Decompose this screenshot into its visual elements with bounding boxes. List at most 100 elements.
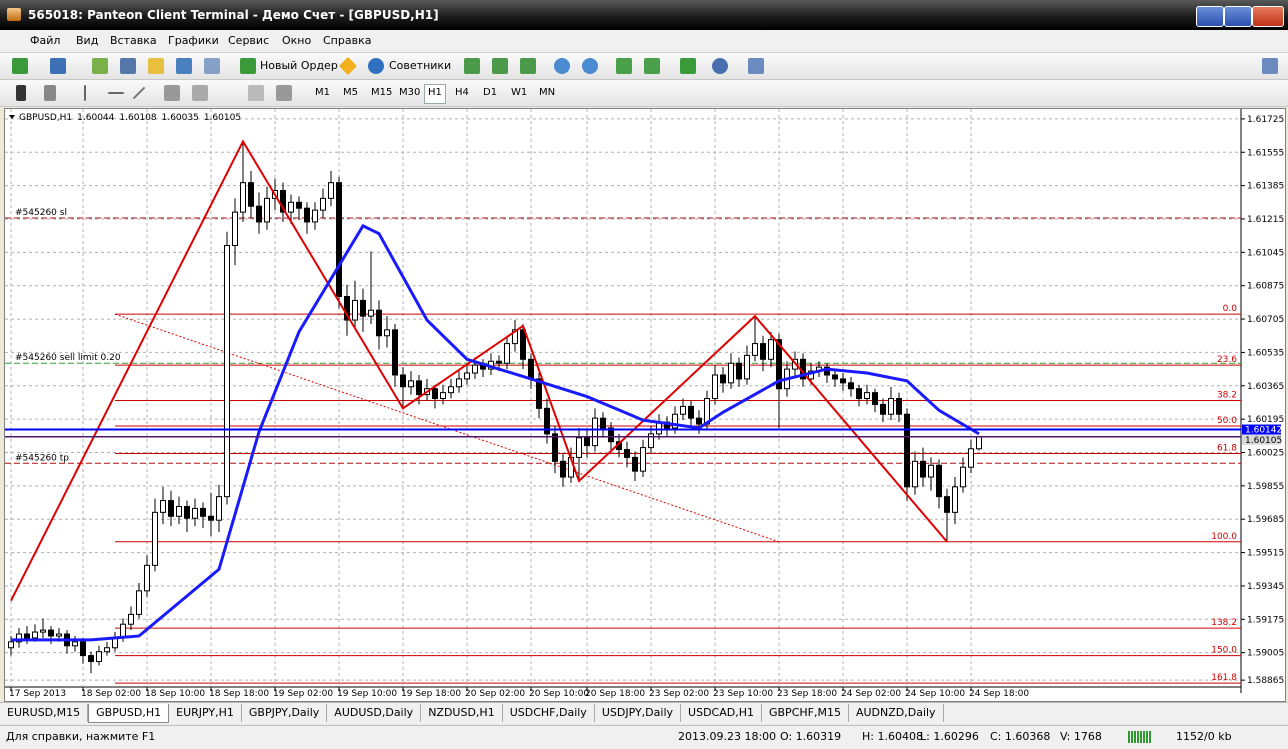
- candle-body: [928, 464, 934, 478]
- chart-tab[interactable]: AUDNZD,Daily: [849, 704, 944, 722]
- price-marker: [1242, 434, 1281, 445]
- menu-item[interactable]: Файл: [30, 34, 61, 47]
- timeframe-button[interactable]: H4: [455, 87, 469, 98]
- fibo-label: 150.0: [1211, 646, 1237, 656]
- chart-tab[interactable]: NZDUSD,H1: [421, 704, 503, 722]
- menu-item[interactable]: Сервис: [228, 34, 270, 47]
- chart-tab[interactable]: GBPCHF,M15: [762, 704, 849, 722]
- tool-icon[interactable]: [50, 58, 66, 74]
- tool-icon[interactable]: [276, 85, 292, 101]
- candle-body: [888, 398, 894, 415]
- maximize-button[interactable]: [1224, 6, 1252, 27]
- chart-tab[interactable]: EURUSD,M15: [0, 704, 89, 722]
- crosshair-tool[interactable]: [44, 85, 56, 101]
- menu-item[interactable]: Вид: [76, 34, 99, 47]
- chart-tab[interactable]: GBPUSD,H1: [88, 704, 170, 723]
- timeframe-button[interactable]: M1: [315, 87, 330, 98]
- chart-tab[interactable]: GBPJPY,Daily: [242, 704, 328, 722]
- fibo-label: 50.0: [1217, 416, 1237, 426]
- menu-item[interactable]: Графики: [168, 34, 219, 47]
- tool-icon[interactable]: [680, 58, 696, 74]
- tool-icon[interactable]: [520, 58, 536, 74]
- candle-body: [744, 354, 750, 380]
- tool-icon[interactable]: [120, 58, 136, 74]
- candle-body: [56, 633, 62, 637]
- candle-body: [200, 507, 206, 517]
- y-tick-label: 1.60025: [1247, 449, 1284, 459]
- candle-body: [912, 460, 918, 488]
- x-tick-label: 18 Sep 02:00: [81, 689, 141, 699]
- tool-icon[interactable]: [748, 58, 764, 74]
- candle-body: [80, 641, 86, 657]
- timeframe-button[interactable]: D1: [483, 87, 498, 98]
- status-bar: Для справки, нажмите F1 2013.09.23 18:00…: [0, 725, 1288, 749]
- tool-icon[interactable]: [712, 58, 728, 74]
- timeframe-button[interactable]: M15: [371, 87, 393, 98]
- candle-body: [608, 427, 614, 443]
- timeframe-button[interactable]: H1: [424, 84, 446, 104]
- timeframe-button[interactable]: MN: [539, 87, 556, 98]
- timeframe-button[interactable]: M5: [343, 87, 358, 98]
- chart-tab[interactable]: AUDUSD,Daily: [327, 704, 422, 722]
- tool-icon[interactable]: [492, 58, 508, 74]
- tool-icon[interactable]: [464, 58, 480, 74]
- chart-tab[interactable]: EURJPY,H1: [169, 704, 242, 722]
- price-marker-label: 1.60105: [1245, 436, 1282, 446]
- candle-body: [968, 448, 974, 468]
- chart-tab[interactable]: USDCHF,Daily: [503, 704, 595, 722]
- candle-body: [104, 647, 110, 653]
- y-tick-label: 1.59515: [1247, 549, 1284, 559]
- vline-tool[interactable]: [84, 85, 86, 101]
- candle-body: [152, 511, 158, 566]
- new-order-icon[interactable]: [240, 58, 256, 74]
- menu-item[interactable]: Окно: [282, 34, 312, 47]
- chart-tab[interactable]: USDCAD,H1: [681, 704, 762, 722]
- new-order-button[interactable]: Новый Ордер: [260, 59, 338, 72]
- order-label: #545260 sell limit 0.20: [15, 353, 121, 363]
- x-tick-label: 19 Sep 10:00: [337, 689, 397, 699]
- candle-body: [408, 380, 414, 388]
- minimize-button[interactable]: [1196, 6, 1224, 27]
- trendline-tool[interactable]: [132, 86, 146, 100]
- cursor-tool[interactable]: [16, 85, 26, 101]
- tool-icon[interactable]: [148, 58, 164, 74]
- tool-icon[interactable]: [338, 56, 358, 76]
- tool-icon[interactable]: [176, 58, 192, 74]
- experts-button[interactable]: Советники: [389, 59, 452, 72]
- tool-icon[interactable]: [616, 58, 632, 74]
- menu-item[interactable]: Справка: [323, 34, 372, 47]
- tool-icon[interactable]: [644, 58, 660, 74]
- tool-icon[interactable]: [12, 58, 28, 74]
- candle-body: [528, 358, 534, 380]
- experts-icon[interactable]: [368, 58, 384, 74]
- timeframe-button[interactable]: M30: [399, 87, 421, 98]
- candle-body: [304, 207, 310, 223]
- tool-icon[interactable]: [92, 58, 108, 74]
- timeframe-button[interactable]: W1: [511, 87, 528, 98]
- header-value: 1.60044: [77, 113, 114, 123]
- zoom-out[interactable]: [582, 58, 598, 74]
- tool-icon[interactable]: [204, 58, 220, 74]
- candle-body: [552, 433, 558, 462]
- tool-icon[interactable]: [192, 85, 208, 101]
- menu-item[interactable]: Вставка: [110, 34, 157, 47]
- title-bar: 565018: Panteon Client Terminal - Демо С…: [0, 0, 1288, 30]
- x-tick-label: 17 Sep 2013: [9, 689, 66, 699]
- chart-tab[interactable]: USDJPY,Daily: [595, 704, 682, 722]
- candle-body: [312, 209, 318, 223]
- y-tick-label: 1.59685: [1247, 515, 1284, 525]
- candle-body: [680, 405, 686, 415]
- chart-tabs: EURUSD,M15 GBPUSD,H1 EURJPY,H1 GBPJPY,Daily…: [0, 702, 1288, 724]
- fibo-label: 138.2: [1211, 618, 1237, 628]
- tool-icon[interactable]: [1262, 58, 1278, 74]
- timeframes: M1 M5 M15 M30 H1 H4 D1 W1 MN: [312, 80, 572, 106]
- tool-icon[interactable]: [164, 85, 180, 101]
- tool-icon[interactable]: [248, 85, 264, 101]
- close-button[interactable]: [1252, 6, 1284, 27]
- hline-tool[interactable]: [108, 92, 124, 94]
- x-tick-label: 20 Sep 02:00: [465, 689, 525, 699]
- candle-body: [880, 403, 886, 415]
- candle-body: [280, 190, 286, 213]
- candle-body: [464, 372, 470, 380]
- zoom-in[interactable]: [554, 58, 570, 74]
